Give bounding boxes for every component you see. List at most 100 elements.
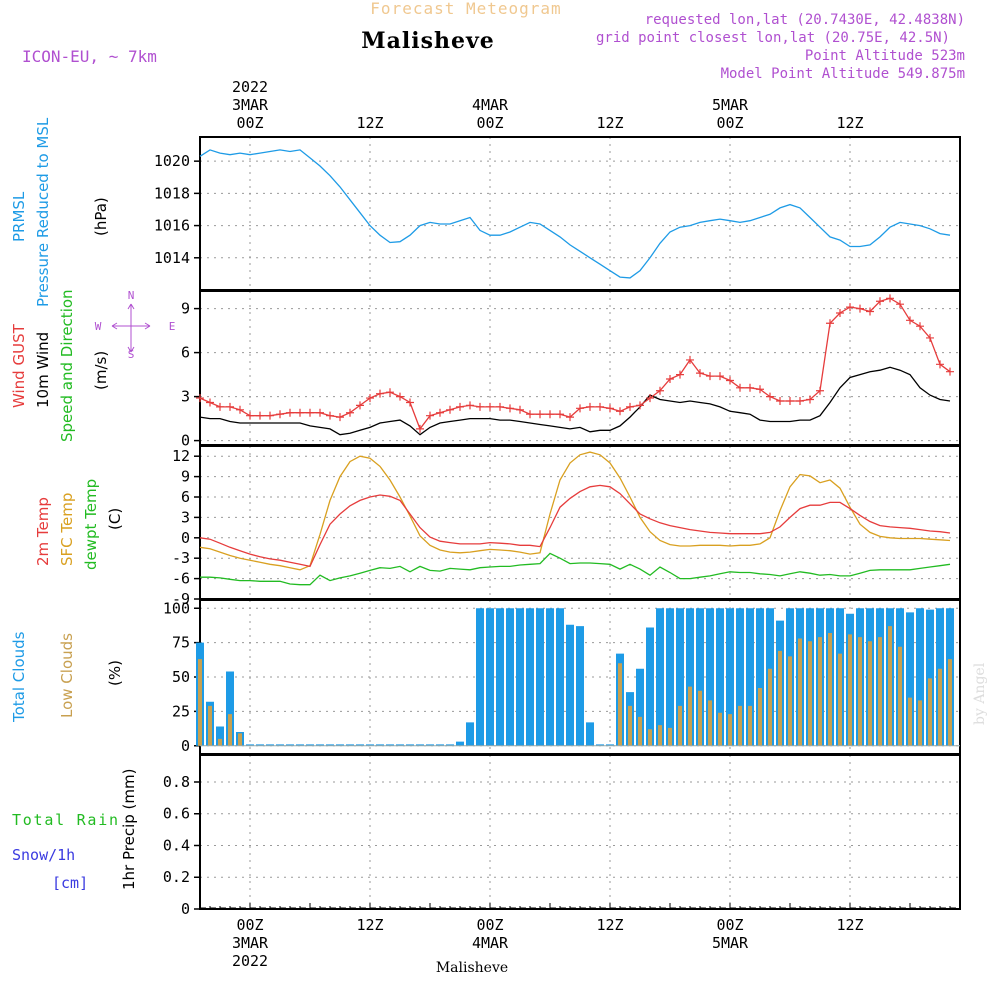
gust-marker (496, 402, 504, 411)
wind-unit: (m/s) (92, 351, 110, 390)
gust-marker (446, 405, 454, 414)
cloud-labels: Total Clouds Low Clouds (%) (10, 631, 124, 723)
gust-marker (776, 397, 784, 405)
total-cloud-bar (756, 608, 764, 746)
total-cloud-bar (266, 744, 274, 746)
y-tick-label: 0 (181, 737, 190, 755)
total-cloud-bar (326, 744, 334, 746)
low-cloud-bar (788, 656, 792, 746)
total-cloud-bar (386, 744, 394, 746)
model-altitude: Model Point Altitude 549.875m (721, 66, 965, 82)
gust-marker (916, 322, 924, 331)
total-cloud-bar (216, 726, 224, 746)
low-cloud-bar (938, 668, 942, 746)
temp-unit: (C) (106, 508, 124, 530)
gust-marker (846, 303, 854, 312)
compass-arrows (111, 303, 151, 353)
panel-frame (199, 136, 961, 291)
y-tick-label: 3 (181, 508, 190, 526)
compass-rose: N W E S (95, 289, 176, 361)
total-cloud-bar (366, 744, 374, 746)
total-cloud-bar (526, 608, 534, 746)
low-cloud-bar (198, 659, 202, 746)
total-cloud-bar (276, 744, 284, 746)
total-cloud-bar (656, 608, 664, 746)
gust-marker (816, 386, 824, 395)
low-cloud-bar (708, 700, 712, 746)
y-tick-label: 0 (181, 529, 190, 547)
total-cloud-bar (396, 744, 404, 746)
wind-gust-label: Wind GUST (10, 323, 28, 408)
gust-marker (466, 401, 474, 410)
gust-marker (336, 413, 344, 422)
total-cloud-bar (596, 744, 604, 746)
gust-marker (266, 411, 274, 420)
total-cloud-bar (406, 744, 414, 746)
gust-marker (546, 410, 554, 419)
total-cloud-bar (726, 608, 734, 746)
gust-marker (276, 410, 284, 419)
low-cloud-bar (678, 705, 682, 746)
total-cloud-bar (466, 722, 474, 746)
panel-2: 0 3 6 9 (181, 290, 961, 450)
compass-n: N (128, 289, 135, 302)
gust-marker (316, 408, 324, 417)
low-cloud-bar (748, 705, 752, 746)
low-cloud-bar (908, 697, 912, 746)
gust-marker (766, 392, 774, 401)
bottom-time-label: 00Z (716, 916, 743, 934)
sfc-temp-line (199, 451, 951, 571)
gust-marker (356, 401, 364, 410)
requested-coords: requested lon,lat (20.7430E, 42.4838N) (645, 12, 965, 28)
plot-area: 10141016101810200369-9-6-303691202550751… (154, 78, 961, 970)
gust-marker (426, 411, 434, 420)
low-cloud-bar (648, 729, 652, 746)
total-cloud-bar (416, 744, 424, 746)
top-time-label: 00Z (716, 114, 743, 132)
total-cloud-bar (686, 608, 694, 746)
total-cloud-bar (376, 744, 384, 746)
y-tick-label: 25 (172, 702, 190, 720)
wind-10m-label: 10m Wind (34, 332, 52, 408)
gust-marker (796, 397, 804, 405)
compass-w: W (95, 320, 102, 333)
gust-marker (216, 402, 224, 411)
gust-marker (886, 294, 894, 303)
bottom-time-label: 3MAR (232, 934, 269, 952)
dewpt-line (200, 552, 951, 586)
gust-marker (826, 319, 834, 328)
total-cloud-bar (506, 608, 514, 746)
location-title: Malisheve (361, 28, 494, 54)
gust-marker (246, 411, 254, 420)
grid-point-coords: grid point closest lon,lat (20.75E, 42.5… (596, 30, 950, 46)
total-cloud-bar (356, 744, 364, 746)
low-cloud-bar (658, 725, 662, 746)
gust-marker (866, 307, 874, 316)
gust-marker (716, 372, 724, 381)
total-cloud-bar (746, 608, 754, 746)
y-tick-label: 0.6 (163, 805, 190, 823)
y-tick-label: 1016 (154, 217, 190, 235)
model-label: ICON-EU, ~ 7km (22, 47, 157, 66)
low-cloud-bar (878, 637, 882, 746)
watermark: by Angel (972, 662, 988, 725)
low-cloud-bar (808, 641, 812, 746)
y-tick-label: 3 (181, 388, 190, 406)
gust-marker (556, 410, 564, 419)
bottom-time-label: 00Z (236, 916, 263, 934)
gust-marker (646, 394, 654, 403)
total-cloud-bar (336, 744, 344, 746)
wind-10m-line (199, 366, 951, 436)
low-clouds-label: Low Clouds (58, 633, 76, 718)
snow-cm-label: [cm] (52, 874, 88, 892)
total-cloud-bar (566, 624, 574, 746)
top-time-label: 00Z (476, 114, 503, 132)
y-tick-label: 0 (181, 432, 190, 450)
temp-2m-label: 2m Temp (34, 497, 52, 566)
compass-e: E (169, 320, 176, 333)
gust-marker (296, 408, 304, 417)
top-time-label: 12Z (836, 114, 863, 132)
gust-marker (676, 370, 684, 379)
gust-marker (526, 410, 534, 419)
gust-marker (386, 388, 394, 397)
